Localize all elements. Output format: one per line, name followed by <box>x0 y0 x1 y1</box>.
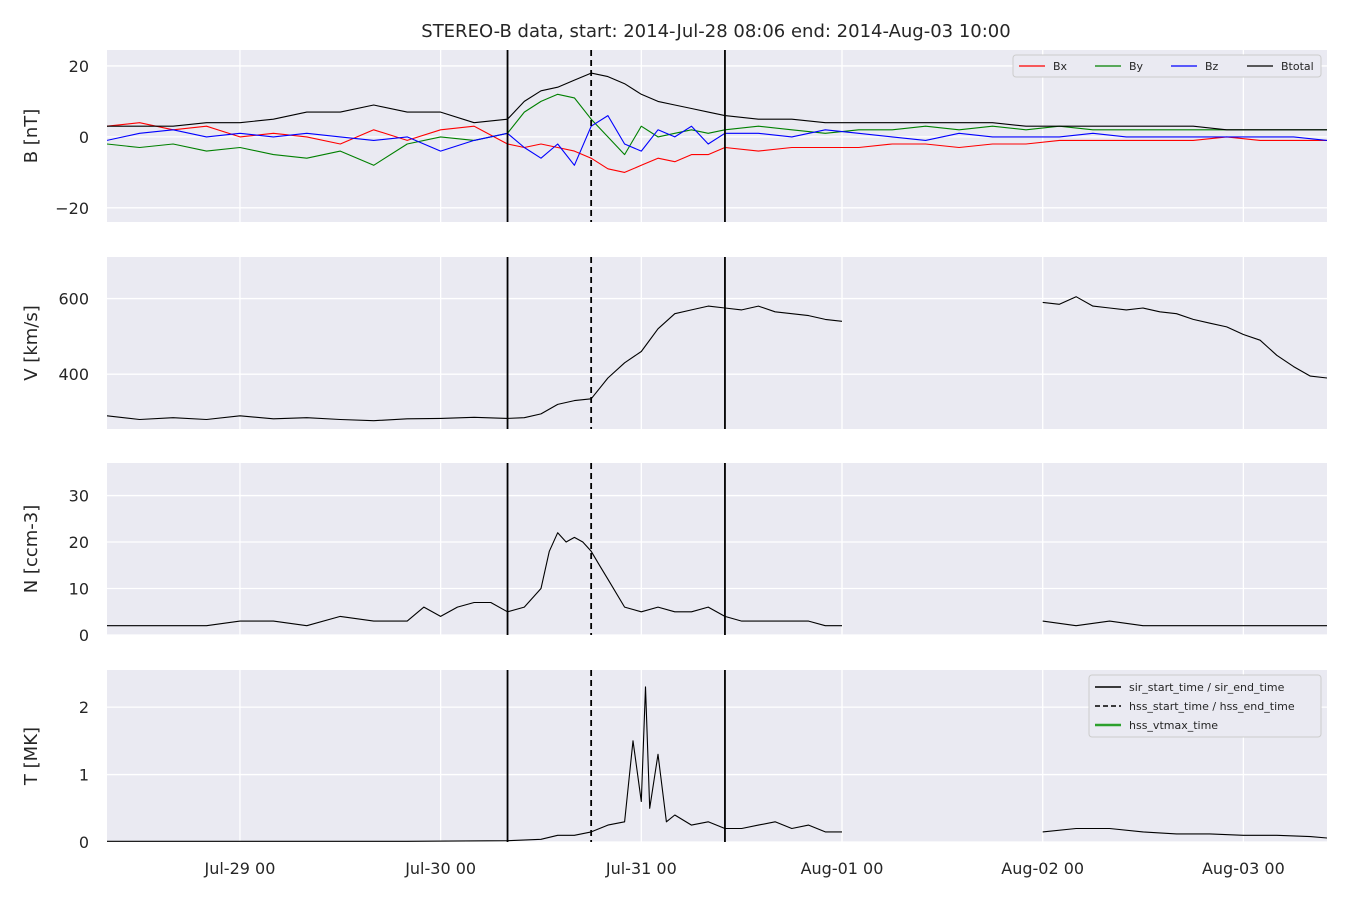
y-tick-label: 400 <box>58 365 89 384</box>
x-tick-label: Jul-30 00 <box>404 859 476 878</box>
x-tick-label: Aug-01 00 <box>801 859 884 878</box>
series-group <box>107 296 1327 422</box>
legend-label-bx: Bx <box>1053 60 1068 73</box>
series-line-t <box>1042 827 1327 839</box>
y-tick-label: 1 <box>79 766 89 785</box>
series-line-v <box>1042 296 1327 379</box>
y-axis-label: T [MK] <box>21 727 42 786</box>
series-line-by <box>107 93 1327 166</box>
y-tick-label: 20 <box>69 533 89 552</box>
series-group <box>107 72 1327 173</box>
y-tick-label: 30 <box>69 487 89 506</box>
panel-2: 600 400 V [km/s] <box>21 257 1327 429</box>
y-axis-label: V [km/s] <box>21 305 42 380</box>
x-tick-label: Aug-02 00 <box>1001 859 1084 878</box>
panel-1: 20 0 −20 B [nT] Bx By Bz Btotal <box>21 50 1327 222</box>
series-group <box>107 686 1327 842</box>
legend-label: sir_start_time / sir_end_time <box>1129 681 1285 694</box>
y-tick-label: 20 <box>69 57 89 76</box>
series-line-v <box>107 305 843 422</box>
series-line-n <box>107 532 842 627</box>
panel-background <box>107 463 1327 635</box>
x-tick-label: Jul-31 00 <box>605 859 677 878</box>
series-line-btotal <box>107 72 1327 131</box>
x-tick-label: Aug-03 00 <box>1202 859 1285 878</box>
series-group <box>107 532 1327 627</box>
legend-label: hss_vtmax_time <box>1129 719 1218 732</box>
panel-4: 2 1 0 T [MK] sir_start_time / sir_end_timehs… <box>21 670 1327 852</box>
legend-label-bz: Bz <box>1205 60 1219 73</box>
y-tick-label: 600 <box>58 290 89 309</box>
y-tick-label: 0 <box>79 833 89 852</box>
legend-label: hss_start_time / hss_end_time <box>1129 700 1295 713</box>
y-axis-label: B [nT] <box>21 109 42 164</box>
legend-box <box>1012 54 1322 78</box>
y-tick-label: 0 <box>79 626 89 645</box>
y-tick-label: 0 <box>79 128 89 147</box>
y-tick-label: 10 <box>69 580 89 599</box>
x-tick-label: Jul-29 00 <box>204 859 276 878</box>
panel-background <box>107 257 1327 429</box>
series-line-bx <box>107 122 1327 173</box>
legend-label-by: By <box>1129 60 1144 73</box>
legend-box <box>1088 674 1322 738</box>
series-line-n <box>1042 620 1327 627</box>
y-tick-label: 2 <box>79 698 89 717</box>
legend-label-btotal: Btotal <box>1281 60 1314 73</box>
y-axis-label: N [ccm-3] <box>21 505 42 594</box>
chart-title: STEREO-B data, start: 2014-Jul-28 08:06 … <box>421 21 1010 42</box>
series-line-bz <box>107 115 1327 166</box>
panel-3: 30 20 10 0 N [ccm-3] <box>21 463 1327 645</box>
series-line-t <box>107 686 842 842</box>
panel-background <box>107 50 1327 222</box>
y-tick-label: −20 <box>55 199 89 218</box>
